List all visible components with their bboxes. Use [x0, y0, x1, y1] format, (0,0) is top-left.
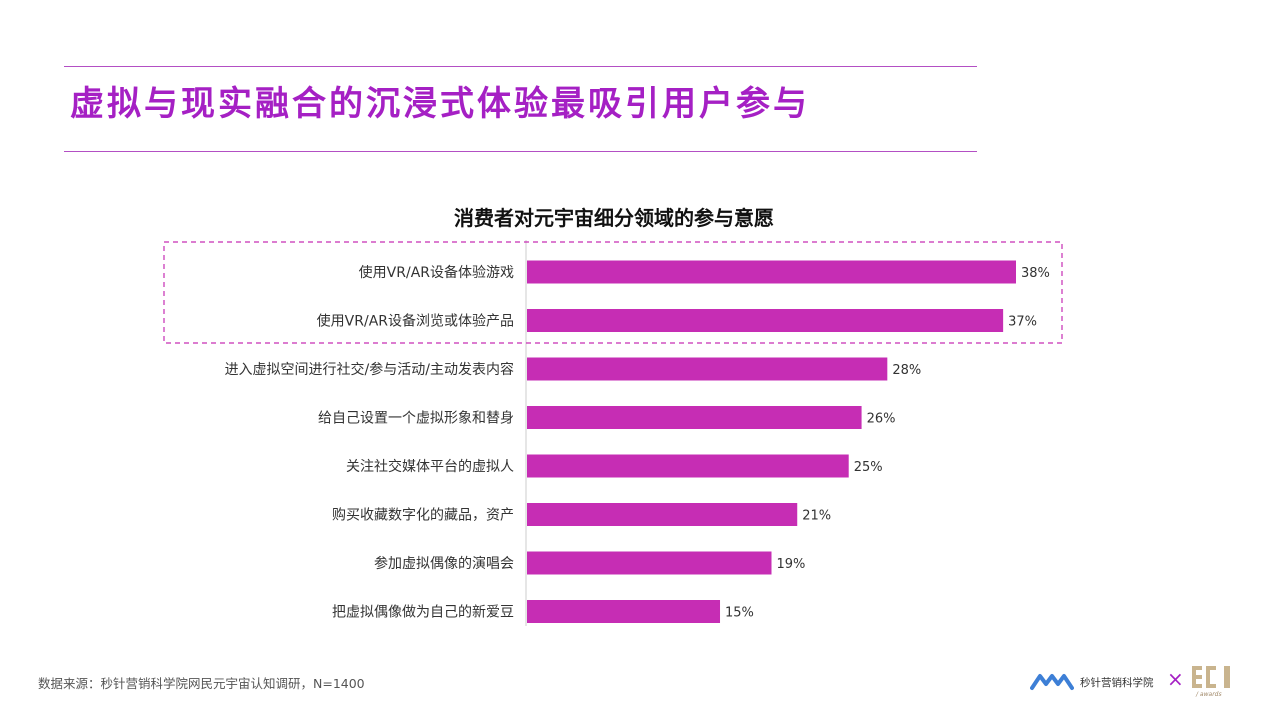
- bar: [527, 551, 772, 575]
- bar: [527, 406, 862, 429]
- bar: [527, 357, 888, 381]
- data-label: 21%: [802, 509, 831, 524]
- category-label: 使用VR/AR设备浏览或体验产品: [317, 313, 514, 330]
- category-label: 关注社交媒体平台的虚拟人: [346, 458, 514, 475]
- eci-awards-logo-icon: [1192, 666, 1230, 688]
- data-label: 26%: [867, 412, 896, 427]
- category-label: 给自己设置一个虚拟形象和替身: [318, 411, 514, 427]
- bar: [527, 600, 721, 623]
- chart-title: 消费者对元宇宙细分领域的参与意愿: [454, 206, 774, 230]
- category-label: 购买收藏数字化的藏品，资产: [332, 508, 514, 524]
- logo-text: 秒针营销科学院: [1080, 677, 1154, 689]
- data-label: 37%: [1008, 315, 1037, 330]
- data-label: 25%: [854, 460, 883, 475]
- category-label: 使用VR/AR设备体验游戏: [359, 264, 514, 281]
- top-rule: [64, 66, 977, 67]
- data-label: 19%: [777, 557, 806, 572]
- page-headline: 虚拟与现实融合的沉浸式体验最吸引用户参与: [70, 84, 810, 124]
- award-subtitle: / awards: [1196, 691, 1222, 698]
- miaozhen-logo-icon: [1030, 674, 1074, 690]
- bar: [527, 260, 1016, 284]
- data-label: 15%: [725, 606, 754, 621]
- data-source-note: 数据来源：秒针营销科学院网民元宇宙认知调研，N=1400: [38, 676, 365, 691]
- bottom-rule: [64, 151, 977, 152]
- bar: [527, 309, 1004, 332]
- cross-mark: ×: [1167, 667, 1184, 691]
- footer-logos: 秒针营销科学院 × / awards: [1030, 664, 1240, 704]
- category-label: 进入虚拟空间进行社交/参与活动/主动发表内容: [225, 361, 514, 378]
- bar: [527, 503, 798, 526]
- category-label: 把虚拟偶像做为自己的新爱豆: [332, 605, 514, 621]
- category-label: 参加虚拟偶像的演唱会: [374, 555, 514, 572]
- data-label: 38%: [1021, 266, 1050, 281]
- bar: [527, 454, 849, 478]
- data-label: 28%: [892, 363, 921, 378]
- highlight-box: [163, 241, 1063, 344]
